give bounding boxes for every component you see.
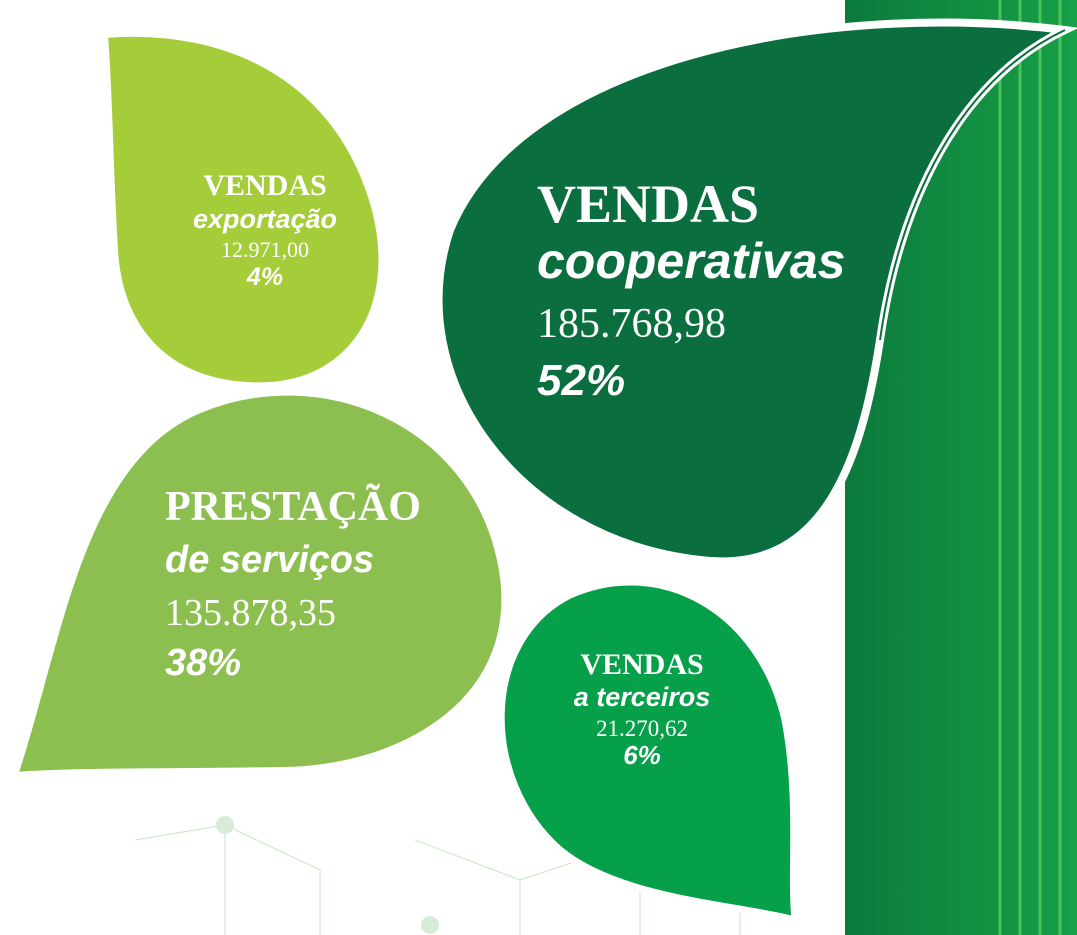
leaf-amount: 185.768,98	[537, 301, 726, 347]
leaf-amount: 12.971,00	[221, 237, 309, 262]
leaf-subtitle: exportação	[193, 204, 337, 234]
leaf-share: 6%	[623, 740, 661, 770]
leaf-amount: 21.270,62	[596, 716, 688, 741]
leaf-title: VENDAS	[580, 648, 703, 681]
leaf-share: 38%	[165, 642, 241, 684]
infographic: VENDAS exportação 12.971,00 4% VENDAS co…	[0, 0, 1077, 935]
leaf-subtitle: a terceiros	[574, 682, 711, 712]
leaf-title: VENDAS	[203, 169, 326, 202]
page: VENDAS exportação 12.971,00 4% VENDAS co…	[0, 0, 1077, 935]
leaf-title: PRESTAÇÃO	[165, 483, 421, 530]
leaf-prestacao	[15, 393, 504, 775]
leaf-subtitle: cooperativas	[537, 233, 845, 289]
leaf-share: 52%	[537, 356, 625, 405]
leaf-amount: 135.878,35	[165, 592, 336, 634]
leaf-subtitle: de serviços	[165, 539, 374, 581]
leaf-share: 4%	[246, 263, 283, 291]
leaf-title: VENDAS	[537, 174, 759, 234]
